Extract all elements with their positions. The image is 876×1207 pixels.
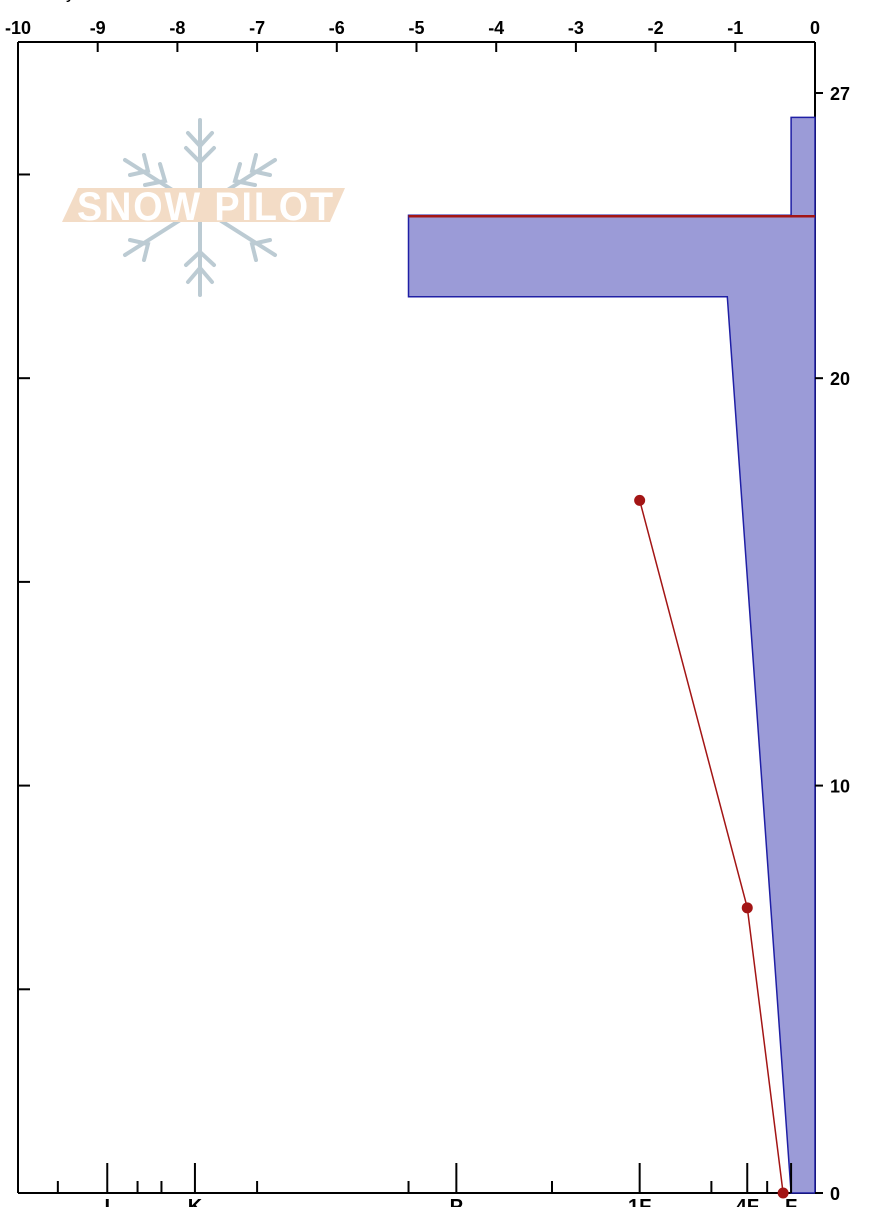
temperature-tick-label: -6	[329, 18, 345, 38]
temperature-tick-label: -10	[5, 18, 31, 38]
temperature-point	[741, 902, 753, 914]
hardness-label: P	[450, 1196, 463, 1207]
hardness-label: I	[104, 1196, 110, 1207]
hardness-axis: I K P 1F 4F F	[56, 1163, 797, 1207]
logo-text: SNOW PILOT	[77, 185, 335, 229]
temperature-tick-label: -7	[249, 18, 265, 38]
hardness-profile	[407, 116, 816, 1194]
hardness-label: F	[785, 1196, 797, 1207]
temperature-tick-label: -8	[169, 18, 185, 38]
temperature-tick-label: -3	[568, 18, 584, 38]
temperature-tick-label: 0	[810, 18, 820, 38]
temperature-point	[777, 1187, 789, 1199]
temperature-axis: -10 -9 -8 -7 -6 -5 -4 -3 -2 -1 0	[5, 18, 820, 52]
hardness-label: 4F	[736, 1196, 759, 1207]
hardness-label: K	[188, 1196, 203, 1207]
depth-tick-label: 20	[830, 369, 850, 389]
logo-band	[62, 188, 345, 222]
temperature-tick-label: -2	[648, 18, 664, 38]
temperature-point	[634, 494, 646, 506]
temperature-tick-label: -9	[90, 18, 106, 38]
temperature-tick-label: -1	[727, 18, 743, 38]
header-title: y	[66, 0, 75, 2]
temperature-profile	[634, 494, 789, 1199]
snow-pilot-logo: SNOW PILOT	[62, 118, 345, 297]
depth-tick-label: 27	[830, 84, 850, 104]
depth-tick-label: 0	[830, 1184, 840, 1204]
temperature-tick-label: -4	[488, 18, 504, 38]
depth-axis: 0 10 20 27	[18, 84, 850, 1204]
hardness-area	[407, 116, 816, 1194]
depth-tick-label: 10	[830, 777, 850, 797]
hardness-label: 1F	[628, 1196, 651, 1207]
temperature-tick-label: -5	[408, 18, 424, 38]
